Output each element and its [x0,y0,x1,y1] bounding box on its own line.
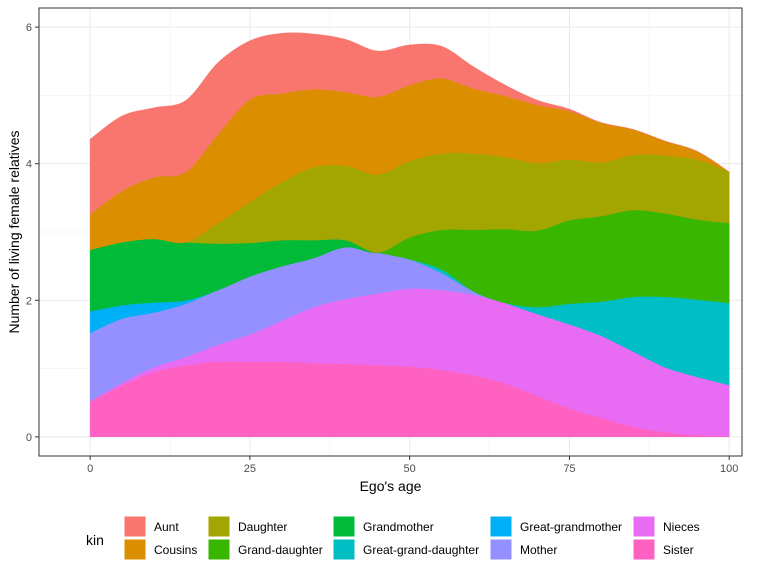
legend-key [489,515,513,538]
legend-key [207,538,231,561]
legend-label: Grand-daughter [238,543,323,557]
x-axis-title: Ego's age [360,478,422,494]
area-aunt [89,32,730,215]
y-tick-label: 4 [26,159,32,171]
x-tick-label: 25 [244,463,256,475]
x-tick-label: 75 [563,463,575,475]
plot-panel [39,8,742,456]
legend-key [332,515,356,538]
legend-label: Nieces [663,520,700,534]
legend-key [489,538,513,561]
y-tick-label: 0 [26,432,32,444]
legend-label: Daughter [238,520,287,534]
legend-label: Sister [663,543,694,557]
y-tick-label: 6 [26,22,32,34]
axes: 0 25 50 75 100 0 2 4 6 [26,7,743,475]
legend-label: Mother [520,543,557,557]
legend-label: Cousins [154,543,197,557]
legend-label: Great-grand-daughter [363,543,479,557]
legend-key [632,538,656,561]
panel-border [38,7,743,457]
x-tick-label: 50 [404,463,416,475]
legend-label: Aunt [154,520,179,534]
x-tick-label: 100 [720,463,738,475]
x-tick-label: 0 [87,463,93,475]
legend-key [123,538,147,561]
legend-label: Grandmother [363,520,434,534]
legend-title: kin [86,532,104,548]
y-tick-label: 2 [26,295,32,307]
legend-key [207,515,231,538]
legend-label: Great-grandmother [520,520,622,534]
legend-key [123,515,147,538]
y-axis-title: Number of living female relatives [6,130,22,333]
legend-key [332,538,356,561]
legend: kin Aunt Cousins Daughter Grand-daughter Gra… [86,515,700,561]
legend-key [632,515,656,538]
